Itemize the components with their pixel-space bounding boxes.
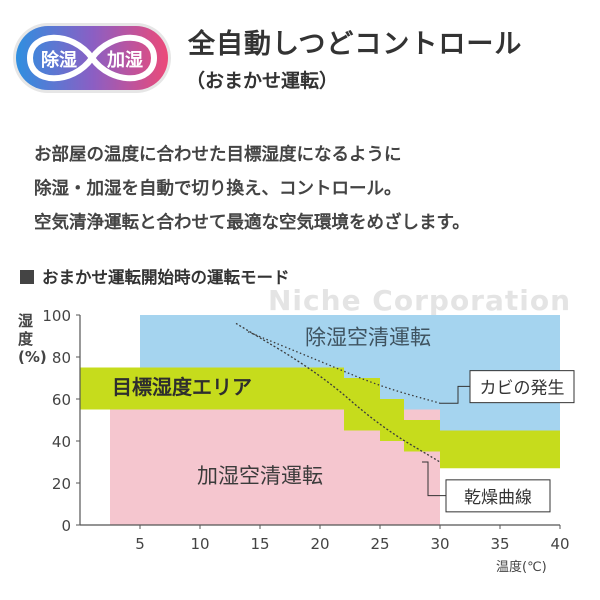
y-tick-label: 60 xyxy=(52,391,71,409)
mold-callout-label: カビの発生 xyxy=(480,379,565,399)
description-block: お部屋の温度に合わせた目標湿度になるように 除湿・加湿を自動で切り換え、コントロ… xyxy=(34,138,594,240)
watermark: Niche Corporation xyxy=(268,284,572,317)
x-tick-label: 10 xyxy=(190,535,209,553)
dehumid-badge-label: 除湿 xyxy=(41,49,77,71)
y-tick-label: 20 xyxy=(52,475,71,493)
page-title: 全自動しつどコントロール xyxy=(188,29,523,60)
dryness-callout-box xyxy=(445,479,551,513)
square-bullet-icon xyxy=(20,270,34,284)
x-tick-label: 5 xyxy=(135,535,145,553)
dehumid-region-label: 除湿空清運転 xyxy=(305,325,431,349)
target-band-label: 目標湿度エリア xyxy=(112,375,252,399)
description-line: 空気清浄運転と合わせて最適な空気環境をめざします。 xyxy=(34,213,470,233)
x-tick-label: 35 xyxy=(490,535,509,553)
dryness-curve xyxy=(235,322,441,463)
y-tick-label: 0 xyxy=(61,517,71,535)
dryness-callout-line xyxy=(422,461,446,497)
y-tick-label: 100 xyxy=(42,307,71,325)
target-humidity-band xyxy=(80,367,560,469)
infinity-badge-icon: 除湿 加湿 xyxy=(13,23,171,93)
dehumid-humid-badge: 除湿 加湿 xyxy=(12,22,172,94)
x-tick-label: 20 xyxy=(310,535,329,553)
mold-callout-line xyxy=(440,385,470,404)
section-heading-text: おまかせ運転開始時の運転モード xyxy=(42,268,290,287)
y-tick-label: 40 xyxy=(52,433,71,451)
x-axis-label: 温度(℃) xyxy=(496,560,547,575)
description-line: お部屋の温度に合わせた目標湿度になるように xyxy=(34,145,402,165)
x-tick-label: 30 xyxy=(430,535,449,553)
humid-region-label: 加湿空清運転 xyxy=(197,464,323,488)
section-heading: おまかせ運転開始時の運転モード xyxy=(20,264,290,288)
description-line: 除湿・加湿を自動で切り換え、コントロール。 xyxy=(34,179,402,199)
y-tick-label: 80 xyxy=(52,349,71,367)
x-tick-label: 15 xyxy=(250,535,269,553)
x-tick-label: 40 xyxy=(550,535,569,553)
page-subtitle: （おまかせ運転） xyxy=(186,70,339,92)
x-tick-label: 25 xyxy=(370,535,389,553)
humid-badge-label: 加湿 xyxy=(106,50,143,71)
mode-chart: 0 20 40 60 80 100 5 10 15 20 25 30 35 40 除湿空清運転目標湿度エリア… xyxy=(42,307,575,553)
mold-callout-box xyxy=(469,370,575,404)
mold-curve xyxy=(247,331,441,404)
dryness-callout-label: 乾燥曲線 xyxy=(464,488,532,508)
